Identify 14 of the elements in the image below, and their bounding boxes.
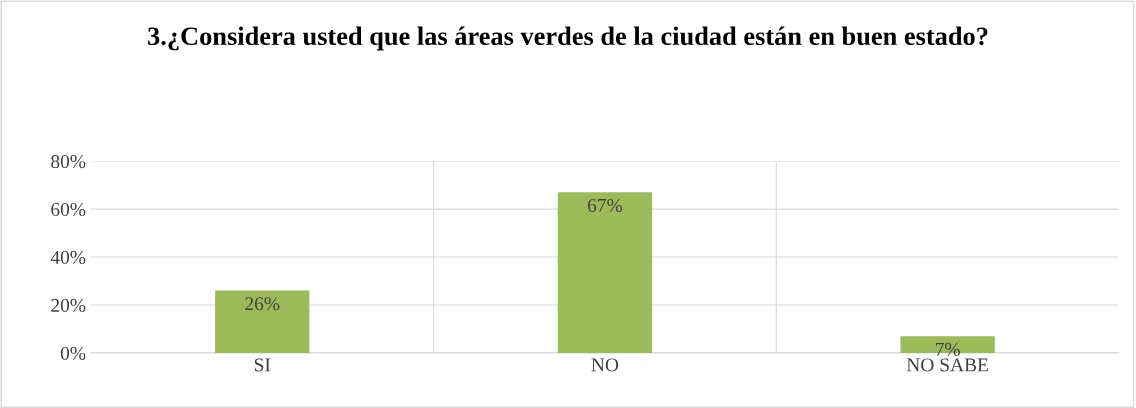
y-tick-label: 80% [51,154,86,169]
x-tick-label: NO [591,358,619,372]
x-tick-label: SI [254,358,271,372]
data-label: 7% [935,342,960,356]
data-label: 26% [245,297,280,311]
y-tick-label: 20% [51,298,86,312]
y-tick-label: 0% [60,346,86,360]
bar [215,290,310,353]
data-label: 67% [587,198,623,213]
y-tick-label: 40% [50,250,86,265]
bar [557,192,653,353]
chart-title: 3.¿Considera usted que las áreas verdes de la ciudad están en buen estado? [148,26,988,51]
y-tick-label: 60% [51,202,86,217]
x-tick-label: NO SABE [906,358,988,372]
